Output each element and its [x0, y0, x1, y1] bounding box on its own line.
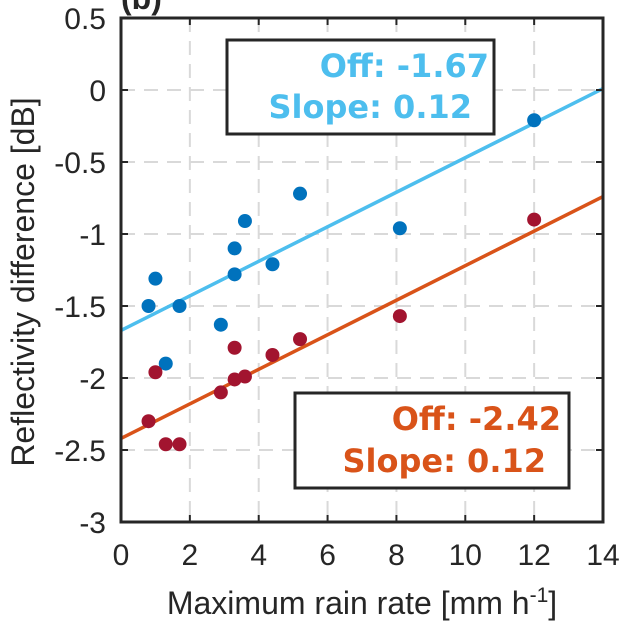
data-point-series-2 [293, 332, 308, 347]
y-tick-label: -0.5 [54, 147, 106, 180]
x-tick-label: 4 [250, 539, 267, 572]
y-tick-label: -1.5 [54, 291, 106, 324]
y-tick-label: 0.5 [64, 3, 106, 36]
data-point-series-2 [265, 347, 280, 362]
data-point-series-2 [227, 340, 242, 355]
annotation-slope-series-2: Slope: 0.12 [343, 442, 547, 480]
data-point-series-1 [158, 356, 173, 371]
x-axis-label: Maximum rain rate [mm h-1] [167, 584, 557, 621]
data-point-series-1 [392, 221, 407, 236]
x-tick-label: 6 [319, 539, 336, 572]
plot-frame [119, 16, 605, 524]
y-tick-label: -2.5 [54, 435, 106, 468]
data-point-series-1 [237, 214, 252, 229]
data-point-series-1 [527, 113, 542, 128]
annotation-box-series-2 [293, 391, 571, 490]
x-axis-label-close: ] [548, 585, 557, 621]
data-point-series-1 [172, 299, 187, 313]
y-tick-label: 0 [89, 75, 106, 108]
x-tick-label: 14 [586, 539, 619, 572]
annotation-box-series-1 [225, 38, 496, 136]
data-point-series-1 [148, 271, 163, 286]
data-point-series-2 [172, 437, 187, 452]
data-point-series-2 [392, 309, 407, 324]
x-axis-label-main: Maximum rain rate [mm h [167, 585, 530, 621]
fit-line-series-1 [120, 86, 604, 333]
annotation-offset-series-1: Off: -1.67 [320, 47, 489, 85]
x-tick-label: 8 [388, 539, 405, 572]
annotation-slope-series-1: Slope: 0.12 [269, 88, 473, 126]
data-point-series-1 [227, 241, 242, 256]
y-axis-label: Reflectivity difference [dB] [5, 97, 41, 466]
data-point-series-1 [227, 267, 242, 282]
fit-lines [120, 86, 604, 441]
data-point-series-2 [527, 212, 542, 227]
y-tick-label: -1 [79, 219, 106, 252]
data-point-series-2 [141, 414, 156, 429]
panel-label: (b) [121, 0, 162, 16]
x-tick-label: 2 [182, 539, 199, 572]
data-point-series-1 [265, 257, 280, 272]
y-tick-label: -3 [79, 507, 106, 540]
data-point-series-2 [213, 385, 228, 400]
x-tick-label: 0 [113, 539, 130, 572]
axis-ticks: 0 2 4 6 8 10 12 14 0.5 0 -0.5 -1 -1.5 -2 -2.5 -3 [54, 3, 619, 572]
x-tick-label: 10 [449, 539, 482, 572]
data-point-series-2 [148, 365, 163, 380]
data-point-series-2 [158, 437, 173, 452]
data-points [141, 113, 542, 452]
x-axis-label-superscript: -1 [530, 584, 549, 607]
y-tick-label: -2 [79, 363, 106, 396]
data-point-series-1 [293, 186, 308, 201]
x-tick-label: 12 [517, 539, 550, 572]
annotation-offset-series-2: Off: -2.42 [392, 400, 561, 438]
fit-line-series-2 [120, 194, 604, 441]
data-point-series-1 [213, 317, 228, 332]
data-point-series-2 [237, 369, 252, 384]
data-point-series-1 [141, 299, 156, 313]
